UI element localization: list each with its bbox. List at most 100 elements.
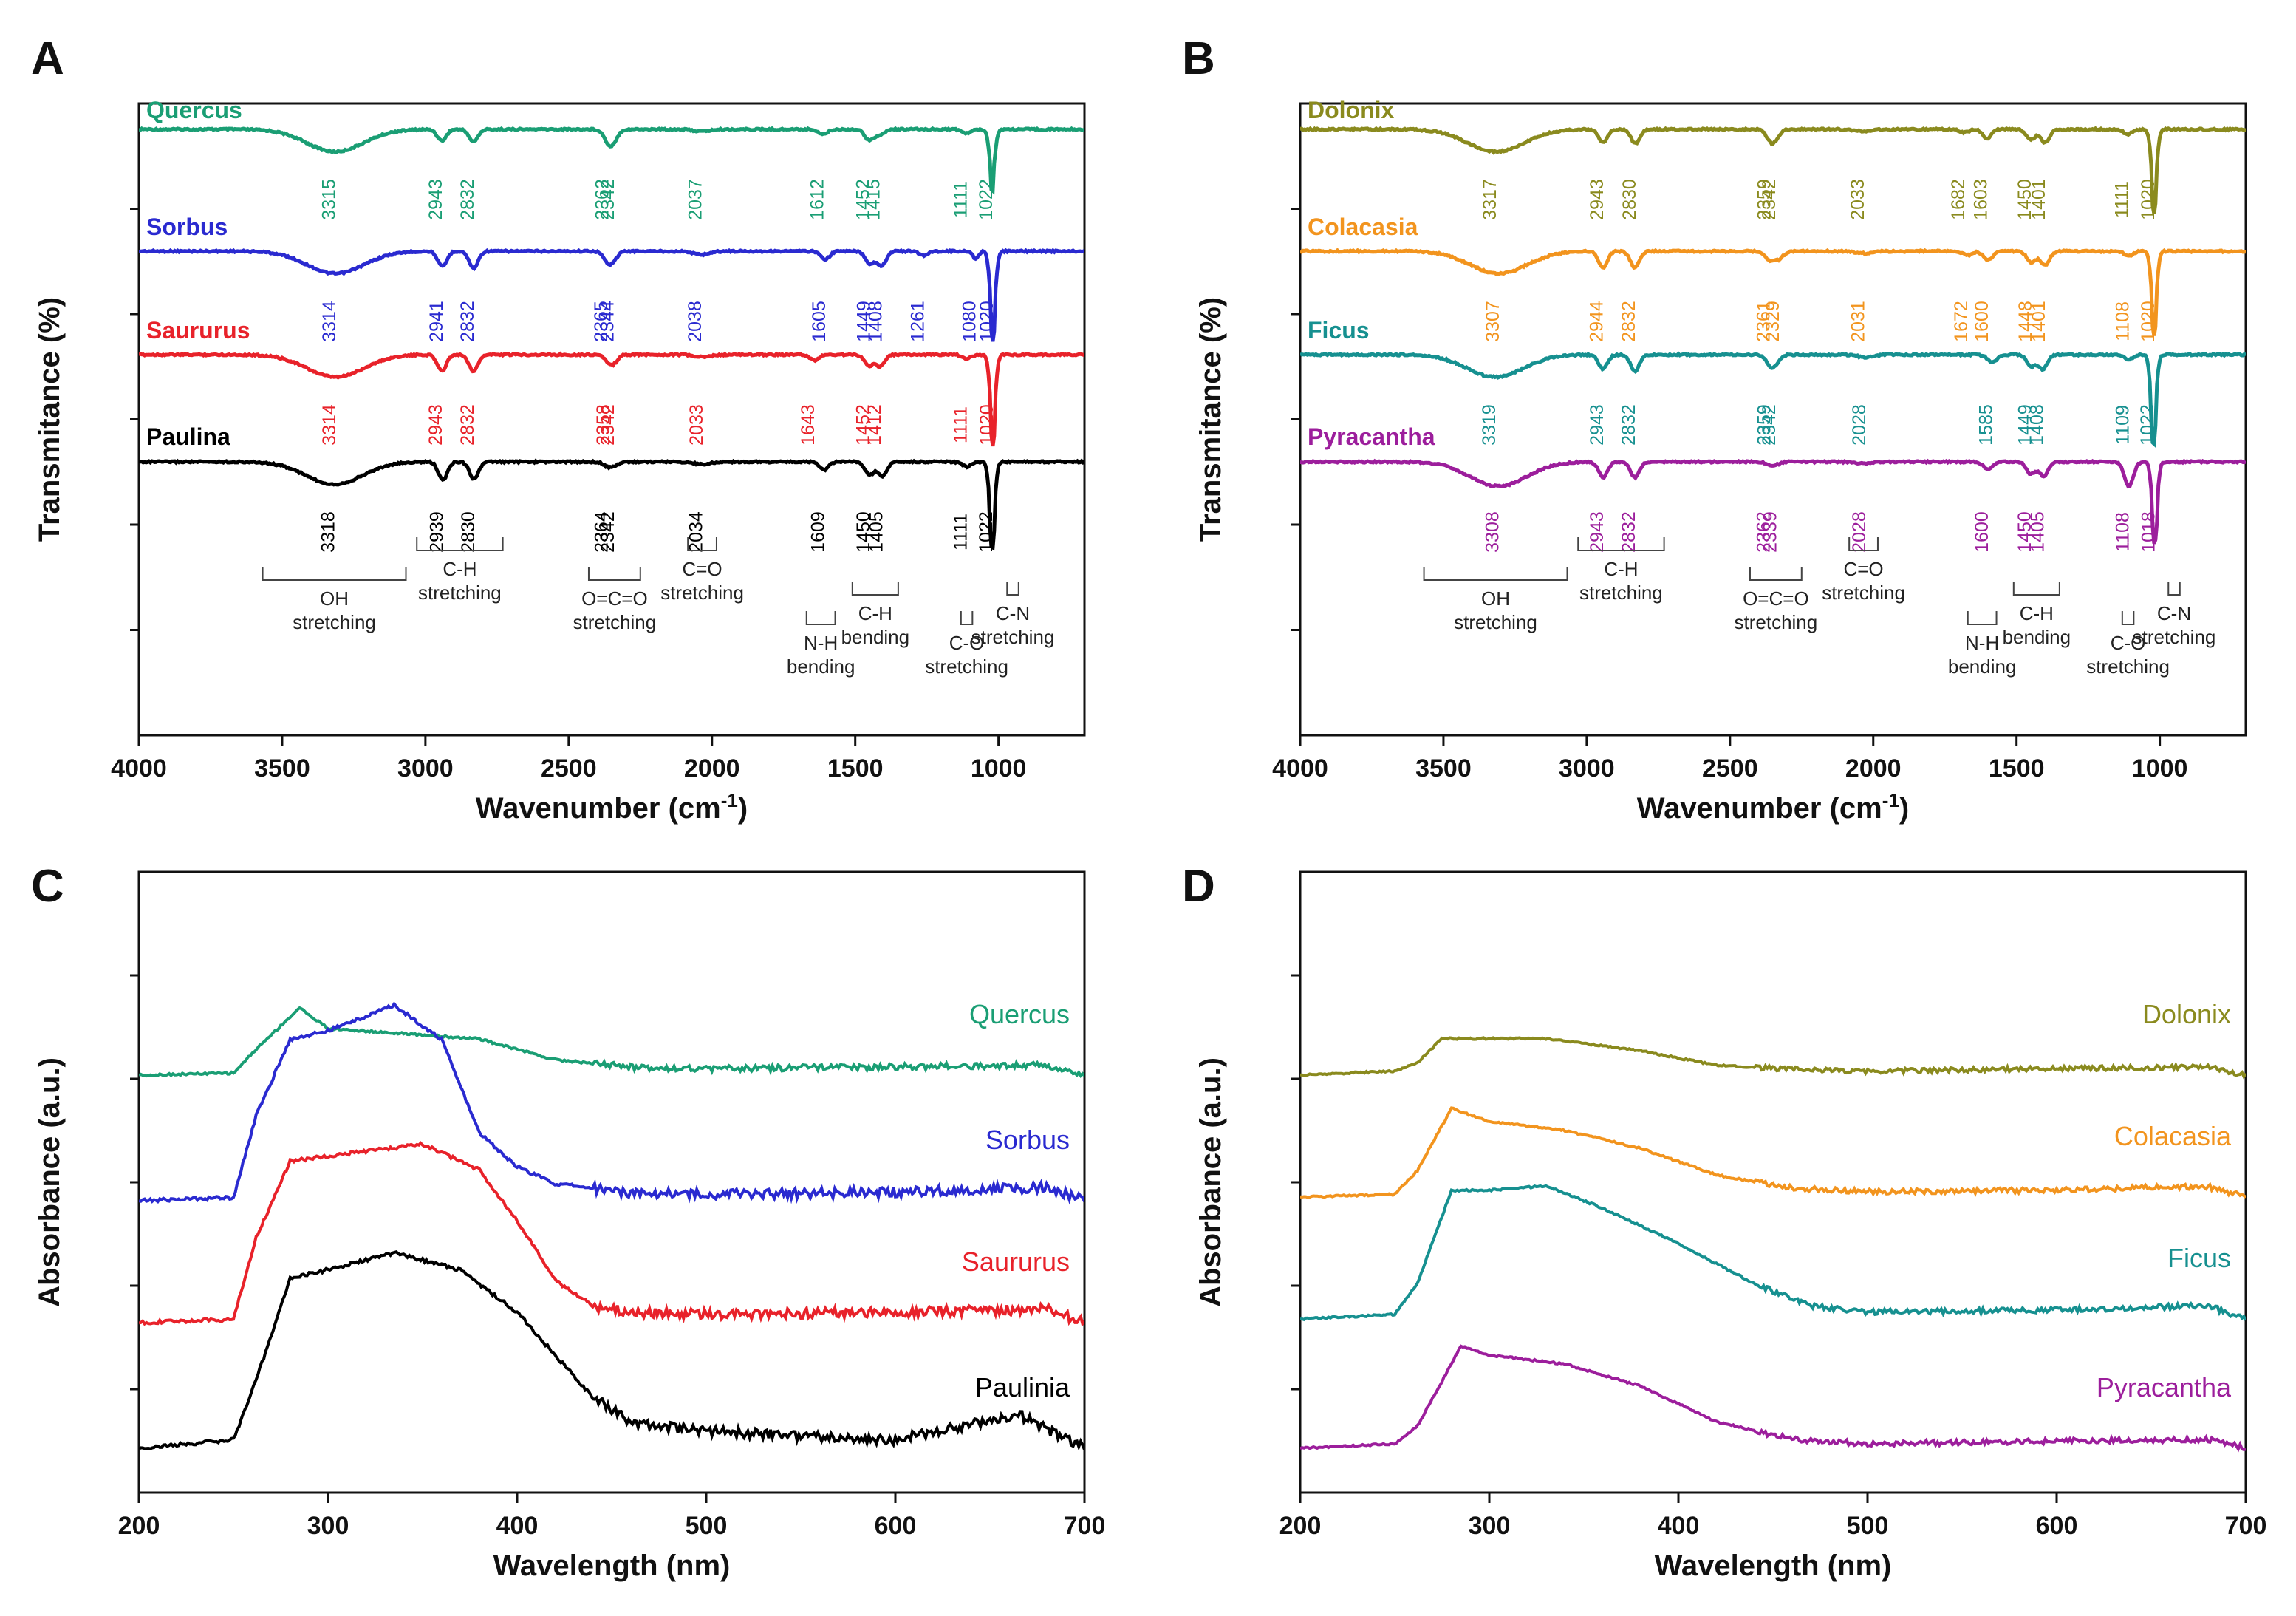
peak-label: 2028 — [1849, 404, 1870, 446]
peak-label: 1449 — [2015, 404, 2035, 446]
peak-label: 1415 — [864, 179, 884, 220]
peak-label: 1609 — [807, 511, 828, 553]
panel-letter: B — [1182, 33, 1215, 84]
peak-label: 2943 — [1587, 179, 1607, 220]
assignment-bracket — [1006, 582, 1019, 596]
panel-letter: A — [31, 33, 64, 84]
x-axis-label-close: ) — [1899, 792, 1909, 825]
peak-label: 2329 — [1763, 301, 1783, 342]
peak-label: 1109 — [2112, 405, 2133, 445]
series-line-quercus — [139, 1006, 1084, 1078]
series-name-ficus: Ficus — [1308, 317, 1370, 344]
peak-label: 1401 — [2029, 179, 2049, 220]
x-tick-label: 1500 — [827, 754, 884, 783]
assignment-bracket — [1423, 567, 1568, 581]
assignment-label-line2: stretching — [1579, 582, 1663, 604]
x-tick-label: 4000 — [1272, 754, 1328, 783]
peak-label: 2031 — [1848, 301, 1869, 342]
peak-label: 1111 — [951, 406, 971, 443]
peak-label: 1450 — [853, 511, 874, 553]
panel-letter: D — [1182, 861, 1215, 912]
panel-letter: C — [31, 861, 64, 912]
peak-label: 2943 — [426, 179, 446, 220]
peak-label: 1018 — [2139, 511, 2159, 553]
series-line-paulina — [139, 458, 1084, 551]
peak-label: 1020 — [977, 301, 997, 342]
x-axis-label-main: Wavenumber (cm — [476, 792, 721, 825]
x-tick-label: 2000 — [1845, 754, 1902, 783]
peak-label: 1108 — [2113, 301, 2133, 341]
x-axis-label: Wavenumber (cm-1) — [476, 789, 748, 825]
peak-label: 2344 — [597, 301, 618, 342]
assignment-label: C=O — [682, 558, 722, 580]
peak-label: 2939 — [427, 511, 448, 553]
assignment-label-line2: stretching — [418, 582, 502, 604]
peak-label: 1408 — [2026, 404, 2047, 446]
peak-label: 3308 — [1482, 511, 1503, 553]
series-name-quercus: Quercus — [969, 999, 1070, 1029]
assignment-bracket — [1967, 611, 1998, 625]
assignment-bracket — [960, 611, 974, 625]
assignment-label-line2: stretching — [1822, 582, 1905, 604]
series-line-dolonix — [1300, 126, 2246, 214]
series-line-colacasia — [1300, 1106, 2246, 1199]
peak-label: 3307 — [1483, 301, 1503, 342]
peak-label: 2832 — [457, 404, 478, 446]
assignment-bracket — [1749, 567, 1803, 581]
peak-label: 2037 — [685, 179, 705, 220]
peak-label: 2832 — [457, 301, 478, 342]
peak-label: 3315 — [319, 179, 340, 220]
series-name-paulina: Paulina — [146, 423, 230, 450]
assignment-label: C-H — [443, 558, 476, 580]
x-tick-label: 600 — [2036, 1512, 2078, 1540]
series-name-paulinia: Paulinia — [975, 1372, 1070, 1402]
peak-label: 1401 — [2029, 301, 2049, 342]
x-tick-label: 600 — [875, 1512, 917, 1540]
peak-label: 1603 — [1971, 179, 1992, 220]
peak-label: 1261 — [907, 301, 928, 342]
peak-label: 2830 — [1619, 179, 1640, 220]
series-line-dolonix — [1300, 1036, 2246, 1080]
assignment-label-line2: stretching — [925, 655, 1008, 678]
panel-d: D 200 300 400 500 600 700 Wavelength (nm) Absorb… — [1182, 861, 2266, 1582]
peak-label: 1449 — [853, 301, 874, 342]
peak-label: 1412 — [864, 404, 885, 446]
assignment-bracket — [1577, 537, 1665, 551]
assignment-label-line2: stretching — [293, 611, 376, 633]
peak-label: 2943 — [1587, 511, 1607, 553]
series-name-saururus: Saururus — [146, 317, 250, 344]
series-name-quercus: Quercus — [146, 97, 242, 123]
peak-label: 2365 — [591, 301, 612, 342]
peak-label: 1448 — [2015, 301, 2036, 342]
peak-label: 3317 — [1480, 179, 1500, 220]
series-name-sorbus: Sorbus — [146, 214, 228, 240]
x-tick-label: 3000 — [397, 754, 454, 783]
assignment-label-line2: bending — [841, 626, 910, 648]
peak-label: 2361 — [1754, 301, 1774, 342]
series-name-colacasia: Colacasia — [1308, 214, 1418, 240]
peak-label: 2358 — [593, 404, 614, 446]
x-tick-label: 1500 — [1989, 754, 2045, 783]
x-tick-label: 500 — [1847, 1512, 1889, 1540]
x-axis-label: Wavelength (nm) — [493, 1549, 731, 1582]
peak-label: 2342 — [598, 404, 618, 446]
x-tick-label: 2000 — [684, 754, 740, 783]
assignment-bracket — [2121, 611, 2135, 625]
x-tick-label: 700 — [1064, 1512, 1106, 1540]
assignment-bracket — [805, 611, 836, 625]
peak-label: 2038 — [685, 301, 705, 342]
assignment-label: N-H — [804, 632, 838, 654]
peak-label: 2342 — [598, 179, 618, 220]
peak-label: 1405 — [867, 511, 887, 553]
assignment-label: C-H — [858, 602, 892, 624]
peak-label: 1643 — [798, 404, 819, 446]
peak-label: 2362 — [592, 179, 612, 220]
series-line-colacasia — [1300, 248, 2246, 336]
peak-label: 2944 — [1587, 301, 1607, 342]
assignment-label: C-H — [1604, 558, 1638, 580]
x-tick-label: 2500 — [541, 754, 597, 783]
peak-label: 2830 — [458, 511, 479, 553]
assignment-label-line2: stretching — [1735, 611, 1818, 633]
peak-label: 1111 — [951, 514, 971, 550]
